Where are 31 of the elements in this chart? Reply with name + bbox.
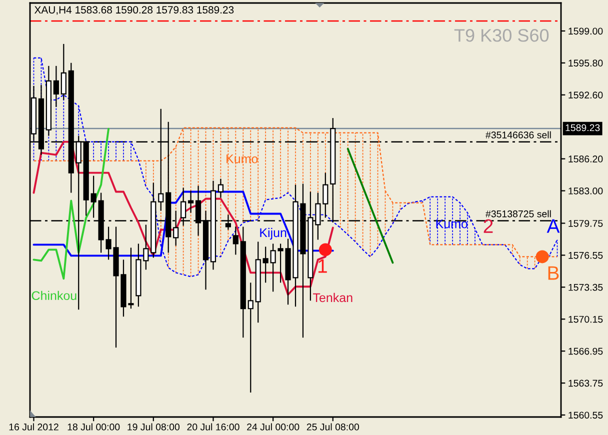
x-tick-label: 18 Jul 00:00 bbox=[68, 423, 120, 430]
x-tick-label: 20 Jul 16:00 bbox=[187, 423, 240, 430]
x-tick-label: 16 Jul 2012 bbox=[9, 423, 58, 430]
y-tick-label: 1579.75 bbox=[568, 220, 603, 227]
x-tick-label: 25 Jul 08:00 bbox=[306, 423, 360, 430]
y-tick-label: 1570.15 bbox=[568, 316, 603, 323]
y-tick-label: 1563.75 bbox=[568, 380, 603, 387]
y-tick-label: 1592.60 bbox=[568, 92, 603, 99]
annotation: Kumo bbox=[436, 220, 468, 228]
ref-line-label: 1589.23 bbox=[566, 124, 600, 132]
y-tick-label: 1599.00 bbox=[568, 28, 603, 35]
chart-title: XAU,H4 1583.68 1590.28 1579.83 1589.23 bbox=[34, 6, 234, 15]
y-tick-label: 1560.55 bbox=[568, 412, 603, 419]
y-tick-label: 1566.95 bbox=[568, 348, 603, 355]
series-label: A bbox=[546, 219, 560, 233]
annotation: 2 bbox=[484, 219, 493, 233]
series-label: Tenkan bbox=[313, 292, 352, 302]
y-tick-label: 1595.80 bbox=[568, 60, 603, 67]
series-label: 1 bbox=[318, 259, 327, 273]
y-tick-label: 1583.00 bbox=[568, 188, 603, 194]
legend-label: B bbox=[548, 266, 559, 280]
x-tick-label: 24 Jul 00:00 bbox=[247, 423, 300, 430]
x-tick-label: 19 Jul 08:00 bbox=[128, 423, 180, 430]
series-label: Chinkou bbox=[32, 290, 76, 300]
annotation: T9 K30 S60 bbox=[454, 29, 549, 42]
y-tick-label: 1573.35 bbox=[568, 284, 603, 291]
ref-line-label: #35138725 sell bbox=[486, 210, 551, 218]
series-label: Kijun bbox=[260, 228, 286, 240]
y-tick-label: 1576.55 bbox=[568, 252, 603, 259]
ref-line-label: #35146636 sell bbox=[486, 131, 551, 138]
y-tick-label: 1586.20 bbox=[568, 156, 603, 162]
